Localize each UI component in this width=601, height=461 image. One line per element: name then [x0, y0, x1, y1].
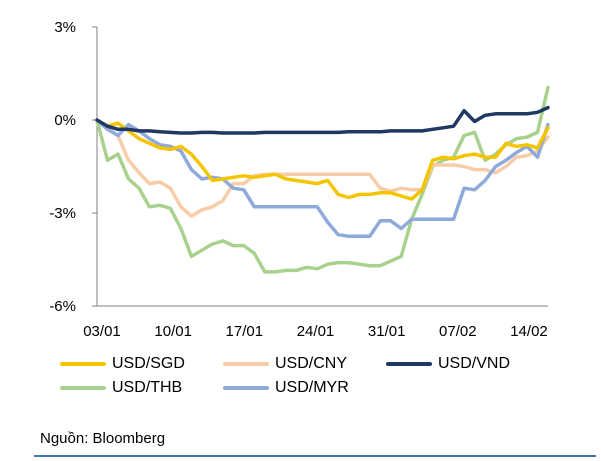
legend-row: USD/SGD USD/CNY USD/VND — [60, 352, 580, 376]
source-note: Nguồn: Bloomberg — [40, 430, 166, 447]
x-axis-labels: 03/01 10/01 17/01 24/01 31/01 07/02 14/02 — [83, 323, 548, 340]
y-tick-label: -3% — [49, 205, 76, 222]
legend-swatch — [386, 362, 432, 366]
x-tick-label: 14/02 — [510, 323, 548, 340]
legend-label: USD/VND — [438, 355, 511, 372]
legend-swatch — [223, 386, 269, 390]
legend-item-usd-cny: USD/CNY — [223, 355, 386, 373]
legend-swatch — [60, 362, 106, 366]
legend-label: USD/CNY — [275, 355, 348, 372]
x-tick-label: 10/01 — [154, 323, 192, 340]
legend-label: USD/MYR — [275, 379, 349, 396]
legend-label: USD/SGD — [112, 355, 185, 372]
x-tick-label: 31/01 — [368, 323, 406, 340]
series-line-usd-myr — [95, 118, 550, 239]
chart-svg: 3% 0% -3% -6% 03/01 10/01 17/01 24/01 31/01 07/0… — [49, 19, 550, 340]
legend-row: USD/THB USD/MYR — [60, 376, 580, 400]
legend-swatch — [60, 386, 106, 390]
legend-swatch — [223, 362, 269, 366]
legend: USD/SGD USD/CNY USD/VND USD/THB USD/MYR — [60, 352, 580, 400]
series-line-usd-thb — [95, 85, 550, 274]
series-lines — [95, 85, 550, 274]
x-tick-label: 03/01 — [83, 323, 121, 340]
series-line-usd-cny — [95, 118, 550, 218]
legend-item-usd-sgd: USD/SGD — [60, 355, 223, 373]
y-axis-labels: 3% 0% -3% -6% — [49, 19, 76, 315]
legend-item-usd-vnd: USD/VND — [386, 355, 549, 373]
legend-item-usd-thb: USD/THB — [60, 379, 223, 397]
y-tick-label: 0% — [54, 112, 76, 129]
x-tick-label: 24/01 — [297, 323, 335, 340]
x-tick-label: 17/01 — [226, 323, 264, 340]
series-line-usd-vnd — [95, 105, 550, 135]
series-line-usd-sgd — [95, 118, 550, 201]
x-tick-label: 07/02 — [439, 323, 477, 340]
bottom-rule — [34, 455, 596, 457]
y-tick-label: -6% — [49, 298, 76, 315]
legend-item-usd-myr: USD/MYR — [223, 379, 386, 397]
legend-label: USD/THB — [112, 379, 183, 396]
chart-axes — [92, 26, 548, 307]
y-tick-label: 3% — [54, 19, 76, 36]
